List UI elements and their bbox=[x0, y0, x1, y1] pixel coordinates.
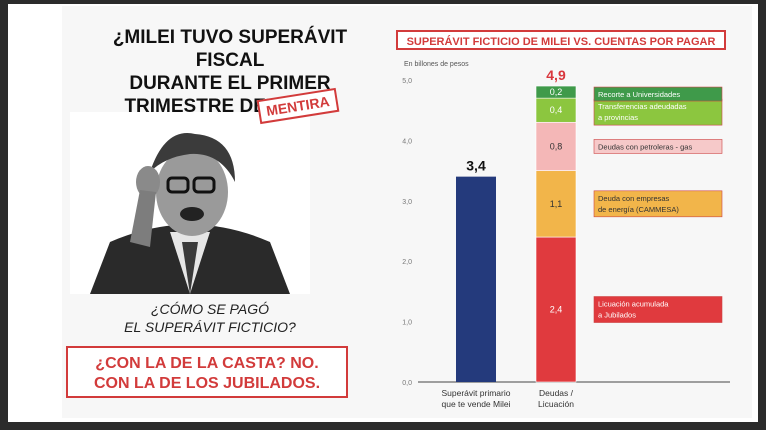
legend-entry: Transferencias adeudadas bbox=[598, 102, 687, 111]
main-question-line: DURANTE EL PRIMER bbox=[129, 73, 331, 94]
stack-total-label: 4,9 bbox=[546, 67, 566, 83]
answer-line: ¿CON LA DE LA CASTA? NO. bbox=[95, 355, 319, 372]
stack-segment-value: 0,8 bbox=[550, 141, 563, 151]
y-axis-label: En billones de pesos bbox=[404, 61, 469, 68]
category-label: Deudas / bbox=[539, 388, 574, 398]
legend-entry: Licuación acumulada bbox=[598, 300, 669, 309]
milei-photo bbox=[70, 112, 310, 294]
legend-box bbox=[593, 190, 723, 218]
y-tick-label: 5,0 bbox=[402, 78, 412, 85]
main-question-line: ¿MILEI TUVO SUPERÁVIT FISCAL bbox=[112, 27, 348, 71]
legend-entry: Deudas con petroleras - gas bbox=[598, 142, 692, 151]
y-tick-label: 2,0 bbox=[402, 259, 412, 266]
stack-segment-value: 1,1 bbox=[550, 199, 563, 209]
stack-segment-value: 2,4 bbox=[550, 305, 563, 315]
legend-entry: de energía (CAMMESA) bbox=[598, 205, 679, 214]
legend-box bbox=[593, 86, 723, 102]
legend-entry: Recorte a Universidades bbox=[598, 90, 680, 99]
answer-box: ¿CON LA DE LA CASTA? NO. CON LA DE LOS J… bbox=[66, 346, 348, 398]
bar-superavit-primario bbox=[456, 176, 496, 382]
legend-entry: a Jubilados bbox=[598, 311, 636, 320]
y-tick-label: 0,0 bbox=[402, 380, 412, 387]
chart-title: SUPERÁVIT FICTICIO DE MILEI VS. CUENTAS … bbox=[396, 30, 726, 50]
legend-entry: Deuda con empresas bbox=[598, 194, 670, 203]
sub-question: ¿CÓMO SE PAGÓ EL SUPERÁVIT FICTICIO? bbox=[70, 300, 350, 336]
stack-segment bbox=[535, 121, 577, 171]
stack-segment bbox=[535, 97, 577, 123]
legend-box bbox=[593, 139, 723, 154]
category-label: que te vende Milei bbox=[442, 399, 511, 409]
stack-segment bbox=[535, 236, 577, 383]
portrait-illustration bbox=[70, 112, 310, 294]
legend-box bbox=[593, 296, 723, 323]
legend-entry: a provincias bbox=[598, 113, 638, 122]
stack-segment bbox=[535, 170, 577, 238]
y-tick-label: 1,0 bbox=[402, 320, 412, 327]
stack-segment-value: 0,2 bbox=[550, 87, 563, 97]
y-tick-label: 3,0 bbox=[402, 199, 412, 206]
sub-question-line: ¿CÓMO SE PAGÓ bbox=[151, 301, 269, 317]
category-label: Superávit primario bbox=[442, 388, 511, 398]
answer-line: CON LA DE LOS JUBILADOS. bbox=[93, 375, 321, 392]
sub-question-line: EL SUPERÁVIT FICTICIO? bbox=[124, 319, 296, 335]
stack-segment bbox=[535, 85, 577, 99]
stack-segment-value: 0,4 bbox=[550, 105, 563, 115]
bar-value-label: 3,4 bbox=[466, 158, 486, 174]
y-tick-label: 4,0 bbox=[402, 138, 412, 145]
legend-box bbox=[593, 98, 723, 126]
category-label: Licuación bbox=[538, 399, 574, 409]
